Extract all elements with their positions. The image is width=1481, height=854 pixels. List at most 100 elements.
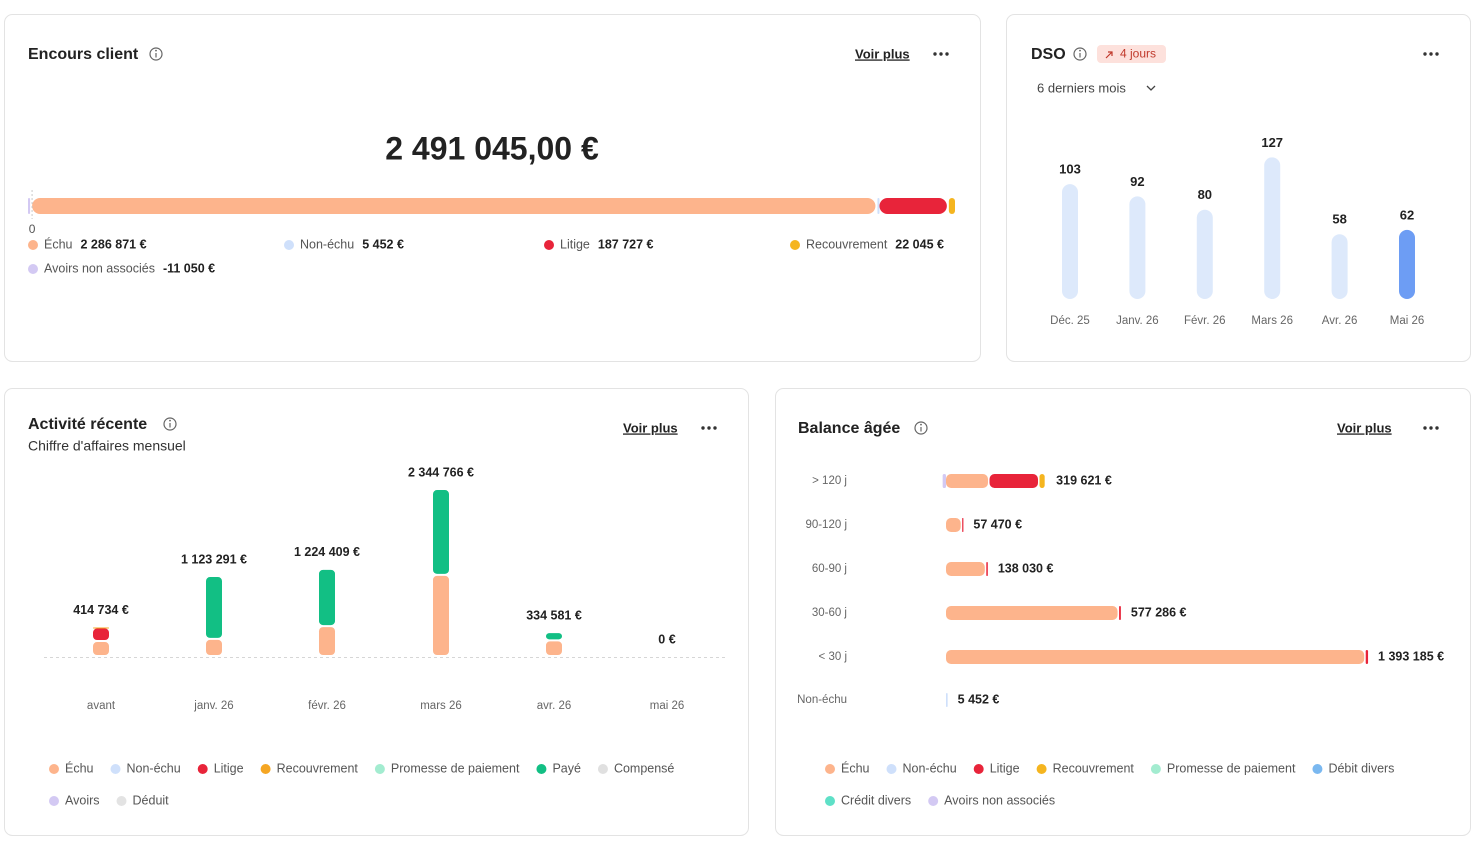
legend-label: Recouvrement (277, 761, 359, 775)
x-tick-label: Déc. 25 (1050, 315, 1090, 327)
chevron[interactable] (1146, 85, 1156, 91)
period-select[interactable]: 6 derniers mois (1037, 80, 1126, 95)
bar (1331, 234, 1348, 299)
total-label: 1 224 409 € (294, 545, 360, 559)
legend-label: Avoirs non associés (44, 261, 155, 275)
legend-label: Échu (65, 760, 94, 775)
legend-label: Non-échu (127, 761, 181, 775)
see-more-link[interactable]: Voir plus (623, 420, 678, 435)
total-label: 0 € (658, 632, 675, 646)
bar-segment (1039, 474, 1045, 488)
legend-dot (973, 764, 984, 774)
info-icon[interactable] (149, 47, 163, 61)
badge (1097, 45, 1166, 63)
bar-segment (1365, 650, 1369, 664)
legend-dot (886, 764, 897, 774)
x-tick-label: Mars 26 (1251, 315, 1293, 327)
bar-segment (433, 575, 449, 655)
bar-segment (946, 518, 961, 532)
bar-segment (986, 562, 988, 576)
legend-dot (28, 264, 38, 274)
trend-arrow (1105, 51, 1113, 59)
bar-segment (946, 650, 1365, 664)
legend-label: Recouvrement (1053, 761, 1135, 775)
info-icon[interactable] (163, 417, 177, 431)
legend-dot (49, 764, 59, 774)
legend-dot (597, 764, 608, 774)
legend-dot (49, 796, 59, 806)
bar-segment (877, 198, 880, 214)
total-label: 319 621 € (1056, 473, 1112, 487)
legend-label: Payé (552, 761, 581, 775)
badge-text: 4 jours (1120, 47, 1156, 61)
bar-segment (946, 474, 989, 488)
value-label: 92 (1130, 174, 1144, 189)
bar (1399, 229, 1415, 299)
legend-label: Avoirs non associés (944, 793, 1055, 807)
legend-dot (1036, 764, 1047, 774)
legend-dot (825, 796, 835, 806)
bar-segment (93, 642, 109, 655)
bar-segment (93, 628, 109, 641)
card (775, 388, 1471, 836)
y-tick-label: 60-90 j (812, 563, 847, 575)
legend-label: Non-échu (300, 237, 354, 251)
bar-segment (989, 474, 1038, 488)
total-label: 5 452 € (958, 692, 1000, 706)
legend-label: Litige (214, 761, 244, 775)
more-menu[interactable] (701, 426, 717, 430)
x-tick-label: 0 (29, 222, 36, 236)
bar-segment (1119, 606, 1121, 620)
value-label: 127 (1261, 135, 1283, 150)
legend-dot (1312, 764, 1323, 774)
value-label: 58 (1332, 212, 1346, 227)
y-tick-label: < 30 j (819, 651, 847, 663)
value-label: 62 (1400, 207, 1414, 222)
card (4, 388, 749, 836)
bar-segment (879, 198, 947, 214)
bar-segment (948, 198, 955, 214)
bar-segment (28, 198, 31, 214)
value-label: 80 (1198, 187, 1212, 202)
x-tick-label: avr. 26 (537, 700, 572, 712)
legend-dot (544, 240, 554, 250)
legend-label: Échu (841, 760, 870, 775)
legend-label: Crédit divers (841, 793, 911, 807)
card-subtitle: Chiffre d'affaires mensuel (28, 438, 186, 454)
card-title: Activité récente (28, 416, 147, 433)
legend-dot (260, 764, 271, 774)
total-amount: 2 491 045,00 € (385, 130, 599, 166)
bar-segment (546, 641, 562, 655)
see-more-link[interactable]: Voir plus (1337, 420, 1392, 435)
total-label: 138 030 € (998, 561, 1054, 575)
see-more-link[interactable]: Voir plus (855, 46, 910, 61)
bar (1196, 209, 1213, 299)
legend-dot (374, 764, 385, 774)
x-tick-label: mai 26 (650, 700, 685, 712)
bar-segment (206, 639, 222, 655)
bar-segment (946, 562, 985, 576)
card-title: Balance âgée (798, 420, 900, 437)
legend-label: Compensé (614, 761, 674, 775)
total-label: 2 344 766 € (408, 465, 474, 479)
more-menu[interactable] (933, 52, 949, 56)
bar-segment (942, 474, 946, 488)
x-tick-label: Janv. 26 (1116, 315, 1159, 327)
legend-label: Promesse de paiement (1167, 761, 1296, 775)
legend-label: Promesse de paiement (391, 761, 520, 775)
x-tick-label: févr. 26 (308, 700, 346, 712)
total-label: 577 286 € (1131, 605, 1187, 619)
legend-dot (536, 764, 547, 774)
legend-dot (284, 240, 294, 250)
bar-segment (946, 606, 1118, 620)
info-icon[interactable] (914, 421, 928, 435)
total-label: 1 393 185 € (1378, 649, 1444, 663)
legend-dot (28, 240, 38, 250)
more-menu[interactable] (1423, 52, 1439, 56)
legend-value: 22 045 € (895, 237, 944, 251)
more-menu[interactable] (1423, 426, 1439, 430)
info-icon[interactable] (1073, 47, 1087, 61)
card-title: Encours client (28, 46, 139, 63)
legend-dot (790, 240, 800, 250)
